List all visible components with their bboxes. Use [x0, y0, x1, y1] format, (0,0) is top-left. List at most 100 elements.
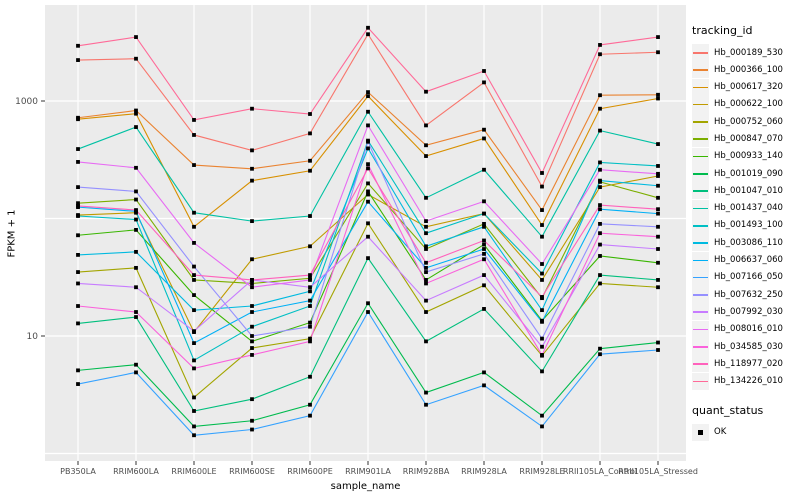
data-point	[540, 424, 544, 429]
data-point	[482, 307, 486, 311]
data-point	[250, 324, 254, 329]
legend-key-color	[693, 224, 708, 227]
legend-key-color	[693, 311, 708, 314]
data-point	[134, 35, 138, 39]
data-point	[482, 257, 486, 262]
data-point	[250, 418, 254, 423]
data-point	[656, 207, 660, 212]
data-point	[366, 139, 370, 144]
data-point	[134, 217, 138, 222]
legend-item-label: Hb_000847_070	[714, 133, 783, 144]
x-tick-label: RRIM600SE	[229, 467, 275, 476]
data-point	[424, 143, 428, 148]
data-point	[598, 52, 602, 57]
data-point	[250, 166, 254, 171]
legend-item-label: Hb_000933_140	[714, 151, 783, 162]
legend-key-line-icon	[692, 268, 709, 286]
data-point	[366, 166, 370, 171]
data-point	[540, 344, 544, 349]
data-point	[424, 224, 428, 229]
x-tick-label: RRIM928LA	[461, 467, 507, 476]
legend-item-label: Hb_001437_040	[714, 203, 783, 214]
data-point	[482, 247, 486, 251]
legend-key-line-icon	[692, 286, 709, 304]
x-tick-label: RRII105LA_Stressed	[618, 467, 698, 476]
legend-key-color	[693, 294, 708, 296]
legend-key-color	[693, 173, 708, 175]
data-point	[424, 89, 428, 94]
x-tick-label: RRIM600LE	[171, 467, 216, 476]
data-point	[598, 273, 602, 277]
data-point	[482, 283, 486, 288]
legend-item-label: Hb_000189_530	[714, 47, 783, 58]
data-point	[308, 304, 312, 308]
data-point	[76, 382, 80, 386]
data-point	[76, 58, 80, 62]
data-point	[424, 195, 428, 200]
data-point	[482, 80, 486, 85]
legend-item: Hb_001437_040	[692, 199, 800, 217]
data-point	[250, 219, 254, 224]
x-tick-label: RRIM901LA	[345, 467, 391, 476]
legend-item: Hb_001493_100	[692, 216, 800, 234]
data-point	[134, 197, 138, 202]
data-point	[192, 366, 196, 371]
legend-key-line-icon	[692, 355, 709, 373]
x-tick-label: RRIM600PE	[287, 467, 333, 476]
data-point	[656, 164, 660, 168]
data-point	[250, 281, 254, 286]
legend-key-color	[693, 190, 708, 192]
legend-item: Hb_007166_050	[692, 268, 800, 286]
data-point	[76, 214, 80, 218]
data-point	[134, 56, 138, 61]
legend-key-line-icon	[692, 216, 709, 234]
legend-item-label: Hb_007632_250	[714, 289, 783, 300]
data-point	[250, 346, 254, 350]
legend-item-label: Hb_001493_100	[714, 220, 783, 231]
legend-key-color	[693, 380, 708, 383]
legend-key-line-icon	[692, 199, 709, 217]
data-point	[366, 94, 370, 99]
data-point	[598, 352, 602, 357]
data-point	[366, 25, 370, 30]
data-point	[598, 221, 602, 226]
data-point	[540, 308, 544, 313]
data-point	[656, 171, 660, 176]
data-point	[250, 285, 254, 290]
data-point	[540, 184, 544, 189]
x-tick-label: RRIM600LA	[113, 467, 159, 476]
data-point	[308, 320, 312, 325]
data-point	[250, 106, 254, 111]
legend-key-color	[693, 346, 708, 348]
x-tick-label: RRIM928BA	[403, 467, 450, 476]
legend-ok-label: OK	[714, 427, 727, 438]
data-point	[366, 162, 370, 167]
legend-key-color	[693, 52, 708, 54]
data-point	[366, 146, 370, 151]
data-point	[598, 106, 602, 111]
legend-item-label: Hb_003086_110	[714, 237, 783, 248]
legend-item: Hb_000366_100	[692, 61, 800, 79]
data-point	[192, 329, 196, 334]
data-point	[424, 339, 428, 344]
data-point	[76, 281, 80, 286]
legend-key-color	[693, 103, 708, 106]
data-point	[656, 50, 660, 55]
data-point	[424, 281, 428, 286]
legend-item-label: Hb_006637_060	[714, 255, 783, 266]
data-point	[366, 192, 370, 197]
legend-key-line-icon	[692, 182, 709, 200]
data-point	[250, 257, 254, 262]
legend-item: Hb_007992_030	[692, 303, 800, 321]
legend-key-line-icon	[692, 44, 709, 61]
data-point	[482, 221, 486, 226]
data-point	[134, 108, 138, 113]
x-tick-label: PB350LA	[60, 467, 96, 476]
data-point	[598, 254, 602, 258]
data-point	[598, 185, 602, 190]
data-point	[308, 158, 312, 163]
data-point	[76, 253, 80, 257]
legend-title-tracking-id: tracking_id	[692, 24, 753, 37]
legend-item: Hb_034585_030	[692, 338, 800, 356]
